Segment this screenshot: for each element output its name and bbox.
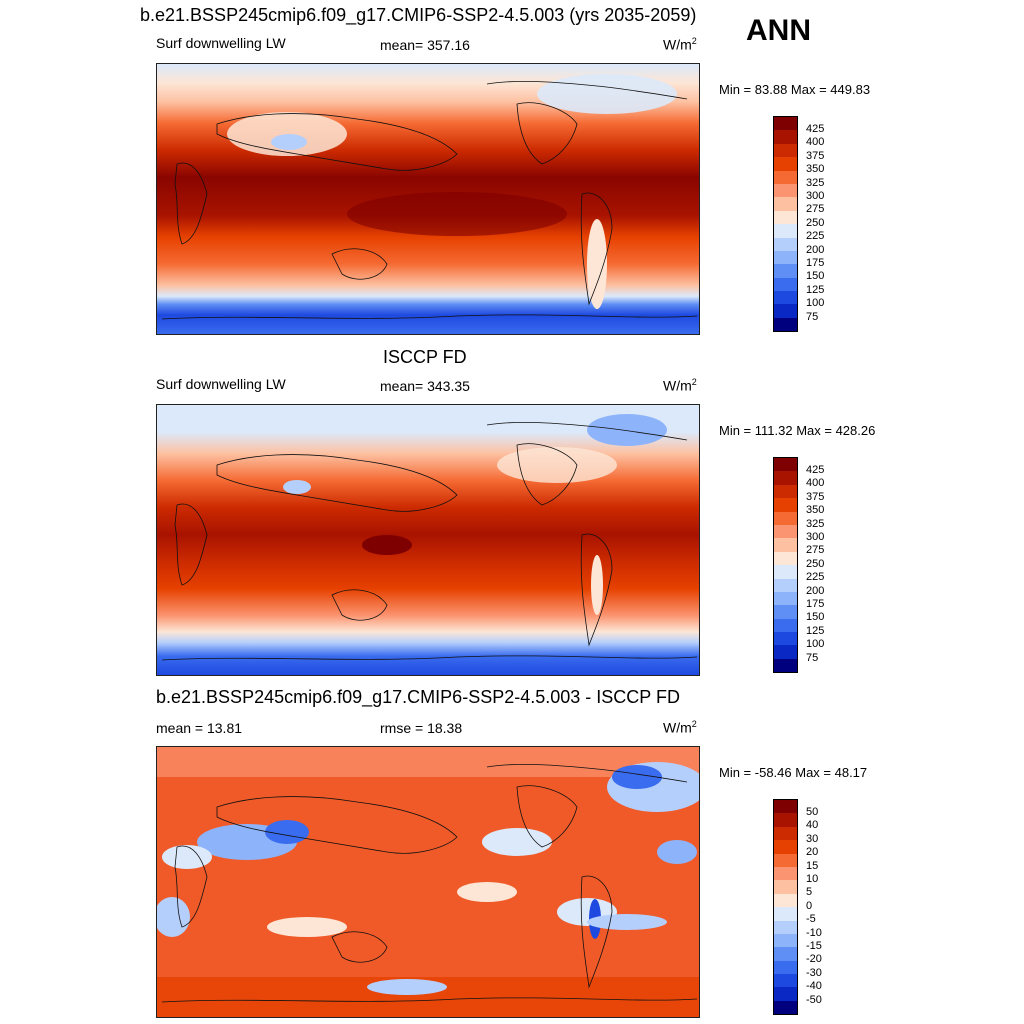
- panel3-colorbar-label: -20: [806, 953, 822, 965]
- panel3-colorbar: [773, 799, 798, 1016]
- panel3-colorbar-label: 50: [806, 806, 819, 818]
- panel3-colorbar-label: -50: [806, 994, 822, 1006]
- panel2-colorbar-label: 375: [806, 491, 825, 503]
- panel2-colorbar-label: 225: [806, 571, 825, 583]
- panel2-colorbar-label: 350: [806, 504, 825, 516]
- panel1-colorbar-label: 275: [806, 203, 825, 215]
- panel1-colorbar-label: 125: [806, 284, 825, 296]
- panel3-colorbar-label: -40: [806, 980, 822, 992]
- panel1-colorbar-label: 150: [806, 270, 825, 282]
- panel3-colorbar-label: -5: [806, 913, 816, 925]
- panel2-colorbar-label: 100: [806, 638, 825, 650]
- panel3-colorbar-label: 20: [806, 846, 819, 858]
- panel3-colorbar-label: 40: [806, 819, 819, 831]
- panel2-variable-label: Surf downwelling LW: [156, 376, 286, 392]
- panel1-colorbar-label: 350: [806, 163, 825, 175]
- panel1-minmax: Min = 83.88 Max = 449.83: [719, 82, 871, 97]
- panel1-colorbar-label: 425: [806, 123, 825, 135]
- panel1-colorbar: [773, 116, 798, 333]
- panel1-colorbar-label: 100: [806, 297, 825, 309]
- panel1-variable-label: Surf downwelling LW: [156, 35, 286, 51]
- panel1-map: [156, 63, 700, 335]
- panel3-colorbar-label: -15: [806, 940, 822, 952]
- panel3-units: W/m2: [663, 719, 697, 736]
- panel2-units: W/m2: [663, 377, 697, 394]
- panel1-units: W/m2: [663, 36, 697, 53]
- panel2-mean-label: mean= 343.35: [380, 378, 470, 394]
- panel1-colorbar-label: 400: [806, 136, 825, 148]
- panel2-colorbar: [773, 457, 798, 674]
- season-label: ANN: [746, 14, 811, 47]
- panel2-colorbar-label: 75: [806, 652, 819, 664]
- panel2-colorbar-label: 325: [806, 518, 825, 530]
- panel3-colorbar-label: 5: [806, 886, 813, 898]
- panel2-colorbar-label: 175: [806, 598, 825, 610]
- panel1-colorbar-label: 200: [806, 244, 825, 256]
- panel3-colorbar-label: 0: [806, 900, 813, 912]
- panel1-colorbar-label: 325: [806, 177, 825, 189]
- panel3-colorbar-label: 15: [806, 860, 819, 872]
- panel2-colorbar-label: 150: [806, 611, 825, 623]
- panel2-minmax: Min = 111.32 Max = 428.26: [719, 423, 876, 438]
- panel1-colorbar-label: 375: [806, 150, 825, 162]
- panel2-map: [156, 404, 700, 676]
- panel3-colorbar-label: -10: [806, 927, 822, 939]
- panel3-map: [156, 746, 700, 1018]
- panel3-colorbar-label: 10: [806, 873, 819, 885]
- panel2-title: ISCCP FD: [383, 347, 467, 367]
- panel3-colorbar-label: -30: [806, 967, 822, 979]
- panel1-colorbar-label: 225: [806, 230, 825, 242]
- panel2-colorbar-label: 200: [806, 585, 825, 597]
- panel3-colorbar-label: 30: [806, 833, 819, 845]
- panel1-colorbar-label: 75: [806, 311, 819, 323]
- panel1-colorbar-label: 300: [806, 190, 825, 202]
- panel2-colorbar-label: 275: [806, 544, 825, 556]
- panel1-mean-label: mean= 357.16: [380, 37, 470, 53]
- panel3-title: b.e21.BSSP245cmip6.f09_g17.CMIP6-SSP2-4.…: [156, 687, 680, 707]
- main-title: b.e21.BSSP245cmip6.f09_g17.CMIP6-SSP2-4.…: [140, 5, 697, 25]
- panel2-colorbar-label: 425: [806, 464, 825, 476]
- panel2-colorbar-label: 400: [806, 477, 825, 489]
- panel2-colorbar-label: 125: [806, 625, 825, 637]
- panel2-colorbar-label: 250: [806, 558, 825, 570]
- panel3-rmse-label: rmse = 18.38: [380, 720, 463, 736]
- panel1-colorbar-label: 175: [806, 257, 825, 269]
- panel1-colorbar-label: 250: [806, 217, 825, 229]
- panel3-mean-label: mean = 13.81: [156, 720, 243, 736]
- panel3-minmax: Min = -58.46 Max = 48.17: [719, 765, 868, 780]
- panel2-colorbar-label: 300: [806, 531, 825, 543]
